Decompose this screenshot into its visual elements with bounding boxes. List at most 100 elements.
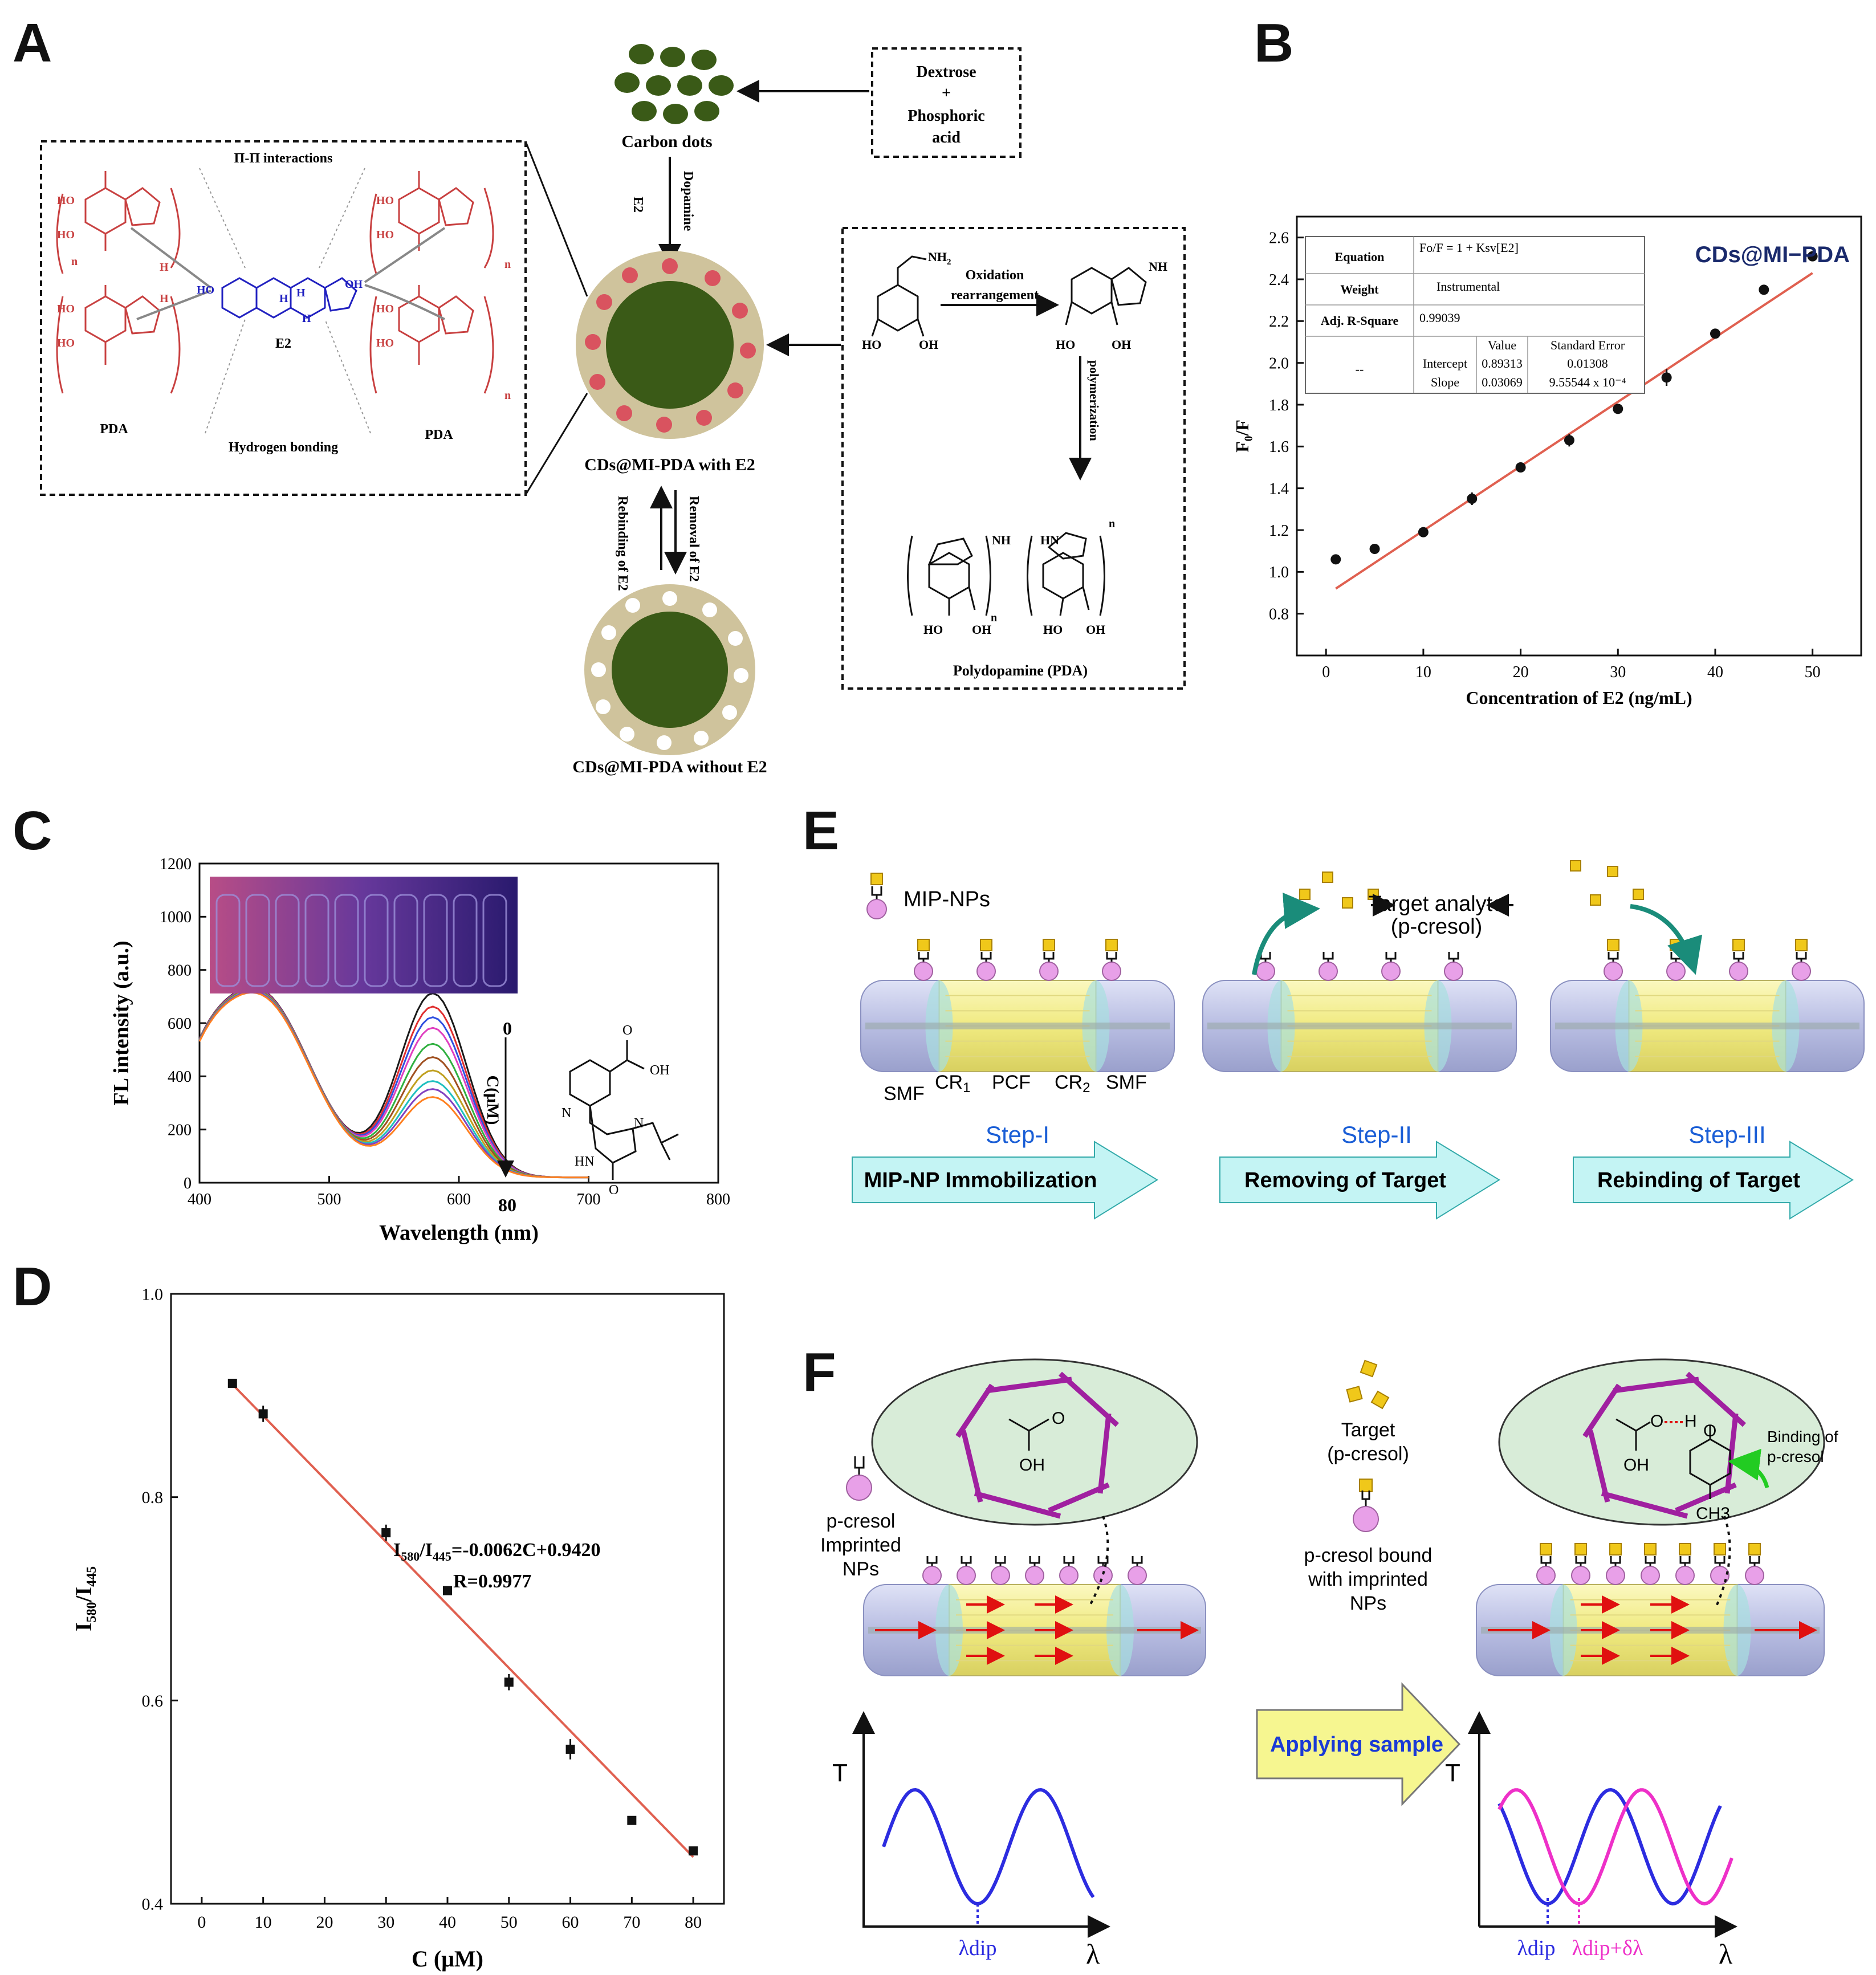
target-analyte-sub: (p-cresol) (1391, 915, 1482, 939)
bound-target-cube (917, 939, 930, 951)
y-tick-label: 2.6 (1269, 229, 1289, 247)
bound-target-cube (1732, 939, 1745, 951)
data-point (227, 1378, 237, 1388)
panel-a-scheme: Dextrose + Phosphoric acid Carbon dots D… (40, 44, 1186, 776)
bound-target-cube (1644, 1543, 1657, 1555)
fiber-core (1555, 1023, 1859, 1029)
rebinding-label: Rebinding of E2 (615, 496, 630, 591)
y-tick-label: 1.8 (1269, 397, 1289, 414)
ho-label-7: HO (376, 303, 394, 315)
precursor-phosphoric: Phosphoric (908, 107, 984, 125)
legend-target-cube (870, 873, 883, 885)
x-tick-label: 40 (439, 1913, 456, 1932)
e2-small-label: E2 (630, 197, 645, 213)
without-e2-label: CDs@MI-PDA without E2 (572, 758, 767, 776)
lambda-axis-left: λ (1086, 1938, 1100, 1970)
vial (215, 894, 241, 987)
target-cube (1633, 889, 1644, 900)
data-point (1330, 554, 1341, 565)
y-tick-label: 0.6 (142, 1692, 164, 1711)
bound-target-cube (1795, 939, 1808, 951)
table-slope-se: 9.55544 x 10⁻⁴ (1549, 375, 1626, 389)
n-label-2: n (504, 389, 511, 402)
y-axis-label: I₅₈₀/I₄₄₅ (71, 1566, 96, 1631)
panel-d-equation: I580/I445=-0.0062C+0.9420 (393, 1540, 601, 1563)
bound-target-cube (1105, 939, 1118, 951)
lambda-dip-right: λdip (1517, 1936, 1556, 1960)
data-point (381, 1528, 391, 1538)
bound-label-3: NPs (1350, 1593, 1386, 1614)
bound-target-cube (1609, 1543, 1622, 1555)
imprinted-np (1381, 962, 1401, 981)
oxidation-label-1: Oxidation (966, 268, 1024, 283)
data-point (1759, 284, 1769, 295)
data-point (1515, 462, 1526, 473)
step-3-label: Step-III (1688, 1121, 1765, 1148)
x-tick-label: 30 (1610, 663, 1626, 681)
zoom-line-bottom (524, 393, 588, 495)
x-tick-label: 20 (316, 1913, 333, 1932)
e2-oh-label: OH (345, 278, 363, 291)
vial (453, 894, 478, 987)
banner-arrow-3 (1573, 1141, 1854, 1220)
label-cr1: CR1 (935, 1072, 970, 1096)
data-point (443, 1586, 452, 1595)
imprinted-np (1745, 1566, 1764, 1585)
legend-cds-mi-pda: CDs@MI−PDA (1695, 242, 1850, 267)
banner-arrow-2 (1219, 1141, 1500, 1220)
x-axis-label: Concentration of E2 (ng/mL) (1466, 687, 1692, 708)
cooh-o-right: O (1650, 1412, 1663, 1431)
phenol-o: O (1703, 1422, 1716, 1440)
spectrum-axes-left (852, 1711, 1110, 1938)
lambda-axis-right: λ (1719, 1938, 1732, 1970)
fiber-core (865, 1023, 1170, 1029)
analyte-molecule (569, 1040, 679, 1180)
step-2-label: Step-II (1341, 1121, 1412, 1148)
chart-b: 0 10 20 30 40 50 0.8 1.0 1.2 1.4 1.6 1.8 2.0 2.2 2.4 2.… (1232, 215, 1862, 708)
table-intercept-value: 0.89313 (1482, 356, 1523, 370)
bound-label-1: p-cresol bound (1304, 1545, 1433, 1566)
y-tick-label: 2.4 (1269, 271, 1289, 289)
bound-label-2: with imprinted (1308, 1569, 1428, 1590)
carbon-dots-label: Carbon dots (621, 132, 712, 151)
banner-2-text: Removing of Target (1244, 1168, 1446, 1192)
panel-label-f: F (803, 1342, 836, 1403)
x-axis-label: Wavelength (nm) (379, 1221, 539, 1245)
mip-nps-label: MIP-NPs (904, 887, 990, 911)
x-tick-label: 800 (706, 1191, 730, 1208)
ho-label-5: HO (376, 194, 394, 207)
hbond-label: Hydrogen bonding (229, 440, 338, 455)
pdamer-ho-label-2: HO (1043, 622, 1063, 637)
x-tick-label: 30 (377, 1913, 394, 1932)
target-cube (1342, 897, 1353, 909)
vial (334, 894, 359, 987)
y-tick-label: 1.0 (1269, 564, 1289, 581)
target-cube (1607, 866, 1618, 877)
imprinted-label-2: Imprinted (820, 1534, 901, 1556)
x-tick-label: 10 (1415, 663, 1431, 681)
pdamer-nh-label: NH (992, 533, 1011, 547)
imprinted-np (1606, 1566, 1625, 1585)
indole-oh-label: OH (1112, 337, 1131, 352)
target-cubes (1346, 1359, 1390, 1410)
ho-label-1: HO (57, 194, 75, 207)
panel-label-e: E (803, 800, 840, 861)
transmission-wave-shifted (1497, 1788, 1733, 1906)
data-point (1710, 328, 1720, 339)
target-cube (1570, 860, 1581, 872)
table-dash: -- (1356, 362, 1364, 376)
x-axis-label: C (μM) (412, 1946, 483, 1972)
imprinted-np (1710, 1566, 1729, 1585)
dopa-ho-label: HO (862, 337, 881, 352)
imprinted-np (922, 1566, 942, 1585)
zoom-dots-left (1088, 1516, 1109, 1608)
teal-arrow-rebinding (1630, 904, 1703, 975)
fl-spectrum-80 (198, 991, 589, 1179)
imprinted-np (1059, 1566, 1079, 1585)
mol-oh-label: OH (650, 1063, 670, 1078)
carbon-dots-cluster (615, 44, 734, 124)
precursor-dextrose: Dextrose (916, 63, 976, 81)
imprinted-np (1604, 962, 1623, 981)
empty-cavities (591, 591, 748, 750)
vial (304, 894, 329, 987)
